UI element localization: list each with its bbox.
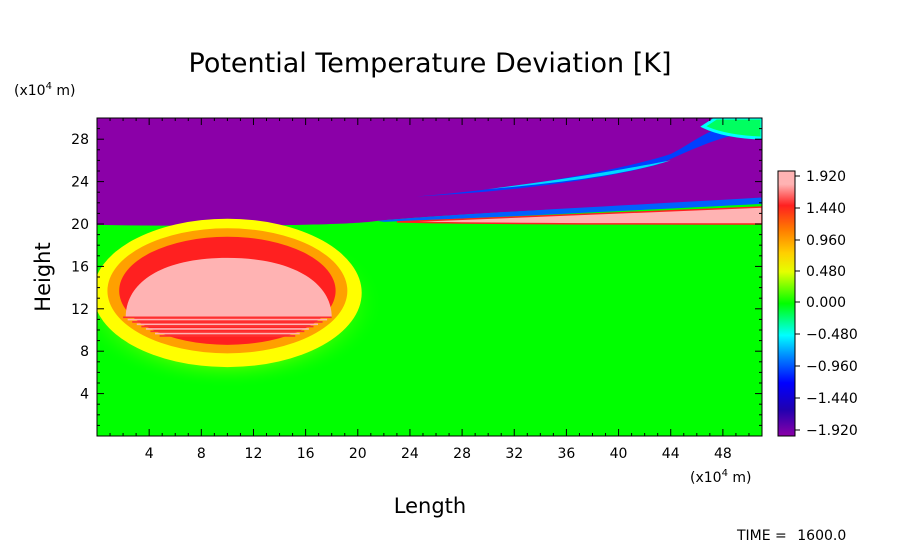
warm-bubble-core <box>125 257 332 318</box>
x-tick-label: 24 <box>401 446 419 462</box>
colorbar: 1.920 1.440 0.960 0.480 0.000 −0.480 −0.960 −1.… <box>777 169 858 439</box>
colorbar-gradient <box>777 170 796 437</box>
y-tick-label: 4 <box>80 387 89 403</box>
y-tick-label: 16 <box>71 259 89 275</box>
y-unit-label: (x104 m) <box>14 81 76 99</box>
colorbar-label: −1.920 <box>806 423 858 439</box>
warm-layer <box>396 206 762 225</box>
chart-title: Potential Temperature Deviation [K] <box>189 48 672 79</box>
x-unit-label: (x104 m) <box>690 468 752 486</box>
colorbar-label: −0.480 <box>806 327 858 343</box>
x-tick-label: 48 <box>714 446 732 462</box>
bubble-stripes <box>123 316 332 337</box>
colorbar-label: 1.440 <box>806 201 846 217</box>
y-tick-label: 28 <box>71 132 89 148</box>
x-tick-label: 28 <box>453 446 471 462</box>
y-tick-label: 24 <box>71 175 89 191</box>
x-tick-label: 16 <box>297 446 315 462</box>
y-tick-label: 20 <box>71 217 89 233</box>
y-axis-label: Height <box>31 242 55 311</box>
x-tick-label: 20 <box>349 446 367 462</box>
x-axis-label: Length <box>394 494 466 518</box>
colorbar-label: 0.480 <box>806 264 846 280</box>
y-axis: 4 8 12 16 20 24 28 <box>71 128 762 426</box>
upper-cold-layer <box>97 118 762 226</box>
time-label: TIME = 1600.0 <box>736 528 846 544</box>
x-tick-label: 44 <box>662 446 680 462</box>
x-tick-label: 4 <box>145 446 154 462</box>
colorbar-label: 1.920 <box>806 169 846 185</box>
y-tick-label: 12 <box>71 302 89 318</box>
colorbar-label: −0.960 <box>806 359 858 375</box>
x-tick-label: 40 <box>610 446 628 462</box>
warm-layer-edge <box>377 197 762 222</box>
x-axis: 4 8 12 16 20 24 28 32 36 40 44 48 <box>109 118 750 462</box>
colorbar-label: 0.960 <box>806 233 846 249</box>
x-tick-label: 12 <box>245 446 263 462</box>
x-tick-label: 36 <box>557 446 575 462</box>
x-tick-label: 32 <box>505 446 523 462</box>
y-tick-label: 8 <box>80 344 89 360</box>
heatmap-field <box>97 118 762 436</box>
x-tick-label: 8 <box>197 446 206 462</box>
colorbar-label: 0.000 <box>806 295 846 311</box>
corner-band <box>700 118 762 140</box>
colorbar-label: −1.440 <box>806 391 858 407</box>
